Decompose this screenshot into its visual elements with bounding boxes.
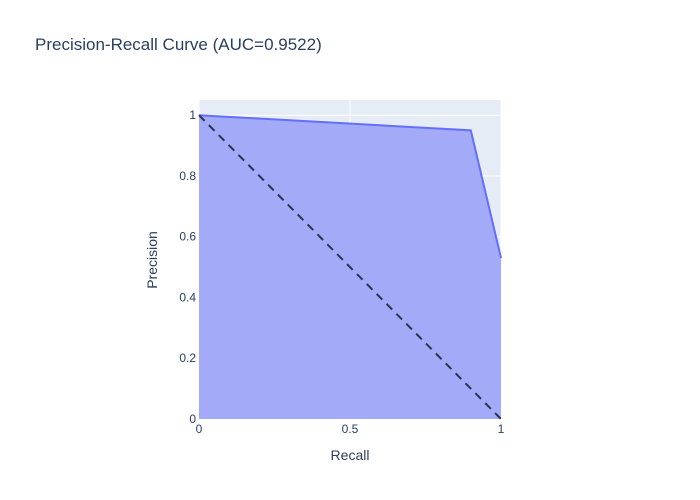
chart-title: Precision-Recall Curve (AUC=0.9522) — [35, 35, 322, 54]
y-tick-label: 0 — [189, 412, 196, 426]
baseline-dashed-line — [198, 114, 502, 420]
y-tick-label: 0.2 — [179, 351, 196, 365]
tick-labels: 0 0.5 1 0 0.2 0.4 0.6 0.8 1 — [179, 108, 504, 436]
y-axis-title: Precision — [144, 231, 160, 289]
y-tick-label: 1 — [189, 108, 196, 122]
pr-curve-line — [198, 114, 502, 259]
series-layer — [198, 114, 502, 420]
y-tick-label: 0.6 — [179, 230, 196, 244]
x-axis-title: Recall — [331, 447, 370, 463]
x-tick-label: 0.5 — [342, 422, 359, 436]
y-tick-label: 0.8 — [179, 169, 196, 183]
x-tick-label: 0 — [196, 422, 203, 436]
x-tick-label: 1 — [498, 422, 505, 436]
y-tick-label: 0.4 — [179, 290, 196, 304]
